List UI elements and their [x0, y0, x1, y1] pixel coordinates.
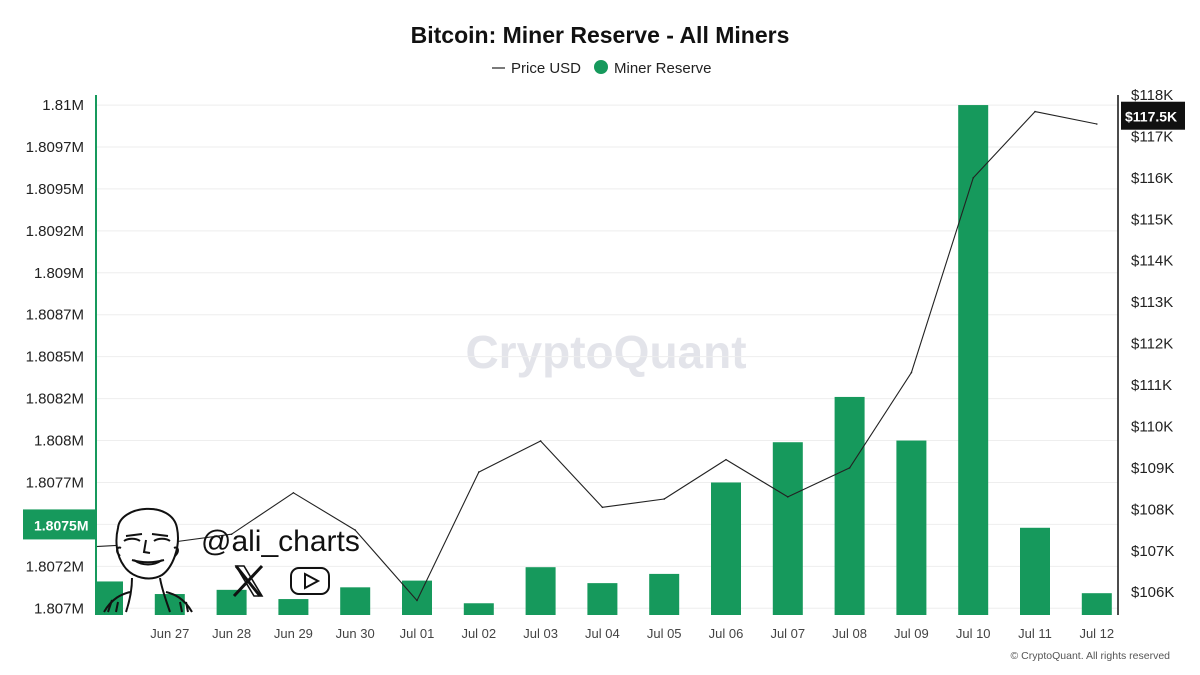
y-right-tick-label: $109K	[1131, 460, 1174, 477]
x-tick-label: Jul 05	[647, 626, 682, 641]
y-right-tick-label: $106K	[1131, 584, 1174, 601]
x-tick-label: Jun 30	[336, 626, 375, 641]
y-left-tick-label: 1.8072M	[26, 558, 84, 575]
x-tick-label: Jul 02	[461, 626, 496, 641]
avatar-caricature	[103, 507, 193, 613]
y-left-tick-label: 1.808M	[34, 433, 84, 450]
bar	[154, 594, 185, 615]
bar	[402, 580, 432, 615]
x-tick-label: Jul 06	[709, 626, 744, 641]
youtube-icon	[290, 567, 330, 595]
legend-reserve-label: Miner Reserve	[614, 60, 712, 77]
y-right-tick-label: $117K	[1131, 128, 1173, 145]
x-tick-label: Jul 07	[770, 626, 805, 641]
bar	[711, 482, 741, 615]
y-right-tick-label: $116K	[1131, 170, 1173, 187]
price-point	[292, 491, 295, 494]
x-tick-label: Jul 04	[585, 626, 620, 641]
y-right-tick-label: $115K	[1131, 211, 1173, 228]
price-point	[478, 471, 480, 473]
x-tick-label: Jun 27	[150, 626, 189, 641]
y-left-tick-label: 1.8087M	[26, 307, 84, 324]
y-left-tick-label: 1.8097M	[26, 139, 84, 156]
y-right-tick-label: $110K	[1131, 418, 1173, 435]
y-left-tick-label: 1.8077M	[26, 474, 84, 491]
watermark: CryptoQuant	[465, 326, 746, 378]
y-right-tick-label: $108K	[1131, 501, 1174, 518]
bar	[772, 442, 803, 615]
legend-price-label: Price USD	[511, 60, 581, 77]
bar	[1020, 527, 1050, 615]
price-point	[787, 496, 789, 498]
price-point	[354, 529, 357, 531]
bar	[896, 440, 927, 615]
x-logo-icon	[232, 564, 264, 598]
y-left-tick-label: 1.81M	[42, 97, 84, 114]
y-right-tick-label: $107K	[1131, 543, 1174, 560]
y-left-tick-label: 1.8095M	[26, 181, 84, 198]
bar	[587, 583, 618, 615]
y-right-tick-label: $118K	[1131, 87, 1173, 104]
y-left-tick-label: 1.8085M	[26, 349, 84, 366]
x-tick-label: Jul 11	[1018, 626, 1052, 641]
chart-title: Bitcoin: Miner Reserve - All Miners	[411, 22, 790, 48]
y-left-tick-label: 1.8082M	[26, 391, 84, 408]
price-point	[1034, 110, 1036, 113]
price-point	[663, 498, 665, 500]
author-handle: @ali_charts	[201, 525, 360, 558]
bar	[216, 589, 247, 615]
x-tick-label: Jul 08	[832, 626, 867, 641]
x-tick-label: Jun 28	[212, 626, 251, 641]
y-left-tick-label: 1.8092M	[26, 223, 84, 240]
bar	[834, 396, 865, 615]
y-right-tick-label: $113K	[1131, 294, 1173, 311]
price-point	[972, 177, 974, 179]
y-left-tick-label: 1.809M	[34, 265, 84, 282]
y-right-tick-label: $112K	[1131, 336, 1173, 353]
bar	[278, 599, 309, 615]
y-left-highlight-badge	[23, 509, 95, 540]
price-point	[539, 440, 542, 442]
legend: Price USD Miner Reserve	[492, 60, 712, 77]
y-right-highlight-badge	[1121, 101, 1185, 130]
y-left-highlight-label: 1.8075M	[34, 517, 88, 533]
bar	[525, 567, 556, 615]
price-point	[910, 371, 913, 374]
x-tick-label: Jul 12	[1079, 626, 1114, 641]
bar	[463, 603, 494, 615]
y-right-tick-label: $114K	[1131, 253, 1173, 270]
price-point	[725, 458, 727, 461]
x-tick-label: Jul 09	[894, 626, 929, 641]
x-tick-label: Jul 10	[956, 626, 991, 641]
x-tick-label: Jul 03	[523, 626, 558, 641]
price-point	[848, 467, 851, 469]
bar	[649, 573, 680, 615]
x-tick-label: Jun 29	[274, 626, 313, 641]
price-point	[1096, 123, 1098, 125]
author-overlay: @ali_charts	[103, 507, 360, 613]
x-tick-label: Jul 01	[400, 626, 435, 641]
price-point	[230, 533, 233, 536]
y-right-highlight-label: $117.5K	[1125, 109, 1177, 125]
bar	[1081, 593, 1112, 615]
bar	[340, 587, 371, 615]
bar	[958, 105, 989, 615]
y-right-tick-label: $111K	[1131, 377, 1172, 394]
price-point	[601, 506, 604, 509]
copyright: © CryptoQuant. All rights reserved	[1011, 650, 1171, 662]
legend-dot-swatch	[594, 60, 608, 74]
y-left-tick-label: 1.807M	[34, 600, 84, 617]
price-point	[416, 599, 418, 602]
